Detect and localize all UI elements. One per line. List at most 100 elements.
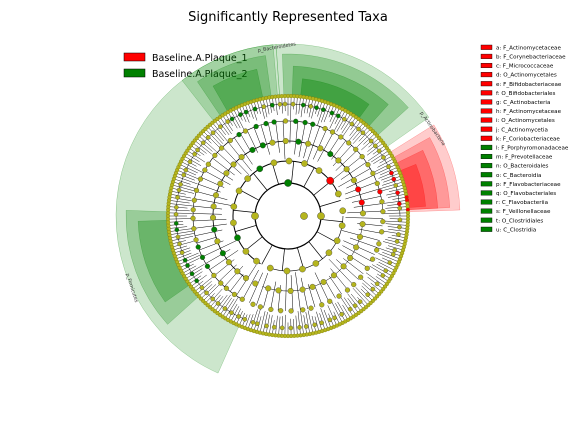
inner-branch (342, 245, 372, 262)
inner-branch (300, 277, 308, 309)
inner-branch (340, 161, 367, 180)
key-swatch (480, 217, 493, 223)
clade-node (392, 248, 397, 253)
inner-branch (198, 184, 221, 193)
clade-node (265, 285, 272, 292)
key-entry: f: O_Bifidobacteriales (496, 91, 555, 97)
inner-branch (336, 259, 359, 280)
inner-branch (256, 272, 269, 306)
clade-node (332, 315, 337, 321)
clade-node (215, 301, 221, 306)
legend-label-group-2: Baseline.A.Plaque_2 (152, 69, 248, 80)
clade-node (279, 325, 285, 331)
inner-branch (314, 272, 330, 302)
clade-node (234, 268, 241, 275)
leaf-branch (172, 241, 194, 248)
clade-node (359, 221, 366, 228)
leaf-branch (340, 297, 354, 317)
leaf-branch (367, 147, 388, 162)
leaf-branch (377, 158, 394, 168)
clade-node (195, 147, 200, 153)
leaf-branch (169, 230, 194, 235)
legend-swatch-group-1 (123, 52, 146, 62)
clade-node (230, 161, 237, 168)
clade-node (374, 247, 380, 253)
clade-node (283, 267, 291, 275)
leaf-branch (387, 209, 408, 212)
clade-node (218, 145, 225, 151)
leaf-branch (323, 103, 332, 123)
leaf-branch (297, 311, 301, 336)
clade-node (327, 151, 334, 158)
clade-node (185, 263, 190, 268)
inner-branch (324, 279, 336, 299)
leaf-branch (335, 303, 346, 322)
leaf-branch (347, 122, 364, 142)
clade-node (380, 208, 386, 215)
cladogram-tree (165, 93, 411, 339)
leaf-branch (371, 150, 389, 163)
inner-branch (222, 146, 250, 176)
leaf-branch (314, 316, 320, 332)
clade-node (187, 159, 193, 165)
clade-node (355, 186, 362, 193)
key-swatch (480, 90, 493, 96)
leaf-branch (200, 284, 217, 299)
leaf-branch (385, 206, 408, 209)
clade-node (229, 310, 234, 315)
clade-node (299, 286, 306, 293)
clade-node (320, 279, 327, 285)
leaf-branch (178, 254, 202, 266)
inner-branch (204, 170, 231, 185)
leaf-branch (320, 308, 329, 330)
clade-node (393, 183, 399, 188)
clade-node (343, 166, 350, 173)
leaf-branch (375, 164, 397, 175)
clade-node (191, 226, 197, 232)
clade-node (204, 290, 209, 296)
key-entry: j: C_Actinomycetia (495, 127, 548, 133)
clade-node (211, 272, 217, 279)
clade-node (380, 273, 386, 278)
clade-node (192, 151, 197, 157)
key-entry: n: O_Bacteroidales (496, 164, 549, 170)
clade-node (357, 233, 364, 240)
leaf-branch (300, 311, 304, 336)
clade-node (320, 107, 326, 112)
leaf-branch (183, 155, 202, 166)
clade-node (329, 129, 336, 135)
leaf-branch (217, 294, 231, 314)
key-entry: h: F_Actinomycetaceae (496, 109, 562, 115)
clade-node (177, 241, 182, 247)
inner-branch (249, 272, 263, 303)
inner-branch (193, 213, 222, 215)
leaf-branch (179, 258, 200, 268)
leaf-branch (202, 283, 221, 302)
clade-node (397, 217, 403, 223)
clade-node (234, 234, 241, 242)
inner-branch (314, 284, 323, 305)
clade-node (282, 138, 289, 145)
clade-node (250, 301, 256, 307)
leaf-branch (225, 297, 239, 319)
clade-node (397, 224, 402, 230)
core-branch (239, 189, 260, 201)
clade-node (269, 139, 276, 146)
leaf-branch (230, 306, 240, 322)
clade-node (175, 195, 180, 200)
inner-branch (193, 218, 227, 222)
inner-branch (295, 272, 301, 311)
clade-node (202, 167, 208, 173)
leaf-branch (250, 309, 258, 331)
clade-node (315, 167, 323, 174)
leaf-branch (298, 96, 301, 114)
clade-node (270, 102, 275, 108)
leaf-branch (341, 116, 357, 138)
clade-node (339, 207, 347, 215)
clade-node (359, 210, 366, 217)
inner-branch (205, 249, 231, 264)
clade-node (290, 101, 296, 107)
clade-node (182, 257, 188, 263)
inner-branch (307, 284, 316, 308)
leaf-branch (383, 241, 404, 248)
